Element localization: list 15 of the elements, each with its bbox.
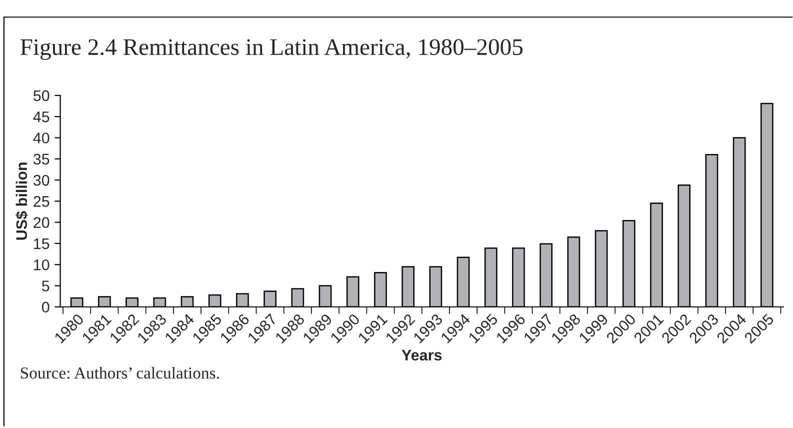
- y-tick-label: 35: [33, 154, 50, 165]
- y-tick-label: 40: [33, 132, 50, 144]
- y-tick-label: 45: [33, 112, 50, 122]
- source-note: Source: Authors’ calculations.: [20, 366, 219, 379]
- y-axis-title: US$ billion: [16, 162, 28, 240]
- y-tick-label: 5: [42, 280, 50, 292]
- y-tick-label: 20: [34, 217, 50, 228]
- y-tick-label: 0: [42, 302, 50, 313]
- y-tick-label: 10: [34, 259, 50, 270]
- chart-title: Figure 2.4 Remittances in Latin America, 1980–2005: [20, 39, 523, 60]
- y-tick-label: 30: [33, 174, 50, 186]
- y-tick-label: 50: [33, 90, 50, 102]
- x-axis-title: Years: [402, 350, 442, 361]
- y-tick-label: 25: [34, 196, 50, 207]
- y-tick-label: 15: [34, 238, 50, 250]
